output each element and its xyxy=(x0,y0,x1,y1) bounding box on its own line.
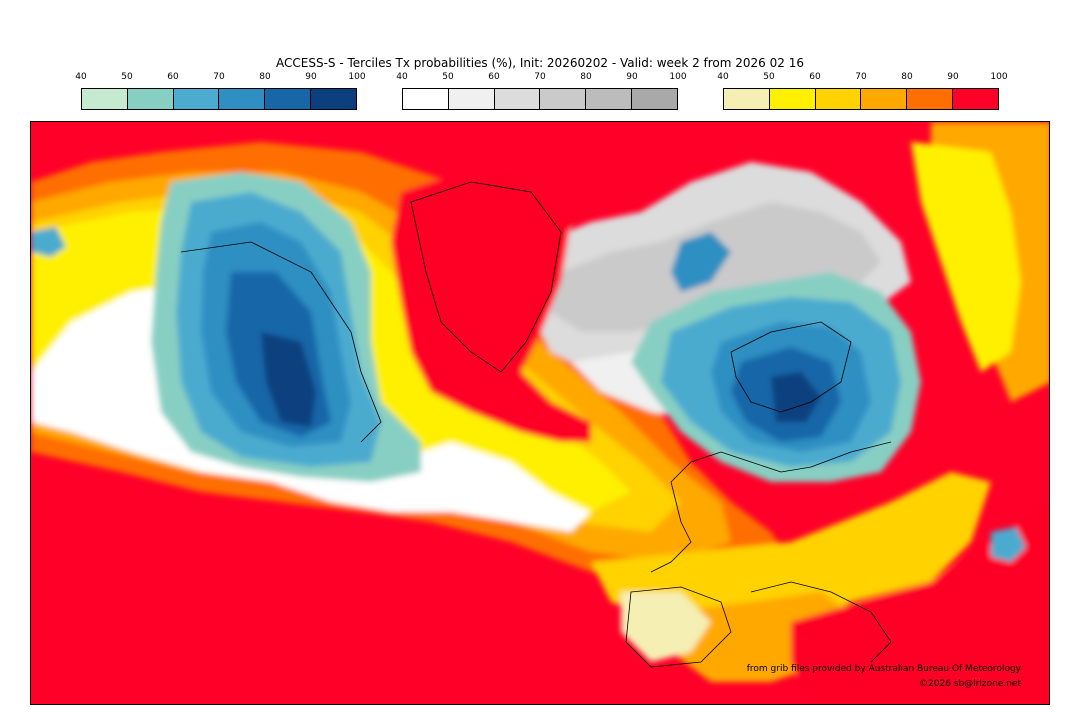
legend-swatch xyxy=(724,89,770,109)
region-red-greenland xyxy=(391,172,591,442)
legend-tick-label: 40 xyxy=(717,72,729,82)
coastline-iberia xyxy=(625,586,732,668)
legend-tick-label: 60 xyxy=(167,72,179,82)
legend-swatch xyxy=(953,89,998,109)
region-yellow-east xyxy=(911,142,1021,372)
legend-tick-label: 80 xyxy=(259,72,271,82)
legend-swatch xyxy=(82,89,128,109)
legend-swatch xyxy=(815,89,862,109)
legend-swatch xyxy=(127,89,174,109)
legend-swatch xyxy=(448,89,495,109)
probability-map: from grib files provided by Australian B… xyxy=(30,121,1050,705)
legend-tick-label: 80 xyxy=(580,72,592,82)
legend-swatch xyxy=(219,89,266,109)
region-darkest-blue-europe xyxy=(771,372,821,422)
coastline-scandinavia xyxy=(730,321,852,413)
legend-swatch xyxy=(173,89,220,109)
region-pale-iberia xyxy=(621,592,711,662)
map-canvas xyxy=(31,122,1049,704)
map-title: ACCESS-S - Terciles Tx probabilities (%)… xyxy=(276,56,804,70)
legend-tick-label: 100 xyxy=(990,72,1008,82)
coastline-north-europe xyxy=(670,441,892,483)
legend-ticks: 40 50 60 70 80 90 100 xyxy=(717,72,1007,84)
legend-tick-label: 100 xyxy=(669,72,687,82)
region-gold-mediterranean xyxy=(591,472,991,642)
legend-ticks: 40 50 60 70 80 90 100 xyxy=(396,72,686,84)
region-darkest-blue-canada xyxy=(261,332,316,427)
region-blue-middle-east xyxy=(991,527,1026,562)
legend-tick-label: 70 xyxy=(213,72,225,82)
legend-tick-label: 40 xyxy=(396,72,408,82)
region-blue-svalbard xyxy=(671,232,731,292)
legend-swatch xyxy=(265,89,312,109)
legend-tick-label: 90 xyxy=(947,72,959,82)
legend-swatch xyxy=(494,89,541,109)
legend-tick-label: 90 xyxy=(305,72,317,82)
legend-swatch xyxy=(586,89,633,109)
legend-swatch xyxy=(540,89,587,109)
legend-tick-label: 40 xyxy=(75,72,87,82)
legend-colorbar xyxy=(402,88,678,110)
legend-ticks: 40 50 60 70 80 90 100 xyxy=(75,72,365,84)
legend-swatch xyxy=(907,89,954,109)
legend-tick-label: 70 xyxy=(855,72,867,82)
copyright-credit: ©2026 sb@lrlzone.net xyxy=(919,679,1021,689)
legend-near-normal: 40 50 60 70 80 90 100 xyxy=(396,72,687,112)
coastline-greenland xyxy=(410,181,562,373)
legend-tick-label: 50 xyxy=(442,72,454,82)
legend-below-normal: 40 50 60 70 80 90 100 xyxy=(75,72,366,112)
legend-tick-label: 80 xyxy=(901,72,913,82)
legend-swatch xyxy=(861,89,908,109)
legend-tick-label: 50 xyxy=(763,72,775,82)
region-red-eastern-med xyxy=(791,503,1049,704)
legend-swatch xyxy=(769,89,816,109)
coastline-canada xyxy=(180,241,382,443)
data-source-credit: from grib files provided by Australian B… xyxy=(746,664,1021,674)
coastline-italy xyxy=(750,581,892,663)
legend-tick-label: 70 xyxy=(534,72,546,82)
legend-swatch xyxy=(632,89,677,109)
legend-tick-label: 60 xyxy=(488,72,500,82)
coastline-uk xyxy=(650,481,692,573)
legend-tick-label: 60 xyxy=(809,72,821,82)
legend-above-normal: 40 50 60 70 80 90 100 xyxy=(717,72,1008,112)
legend-colorbar xyxy=(81,88,357,110)
region-blue-alaska xyxy=(31,227,66,257)
legend-colorbar xyxy=(723,88,999,110)
coastlines xyxy=(180,181,892,668)
legend-tick-label: 50 xyxy=(121,72,133,82)
legend-tick-label: 90 xyxy=(626,72,638,82)
legend-tick-label: 100 xyxy=(348,72,366,82)
legend-swatch xyxy=(311,89,356,109)
legend-swatch xyxy=(403,89,449,109)
